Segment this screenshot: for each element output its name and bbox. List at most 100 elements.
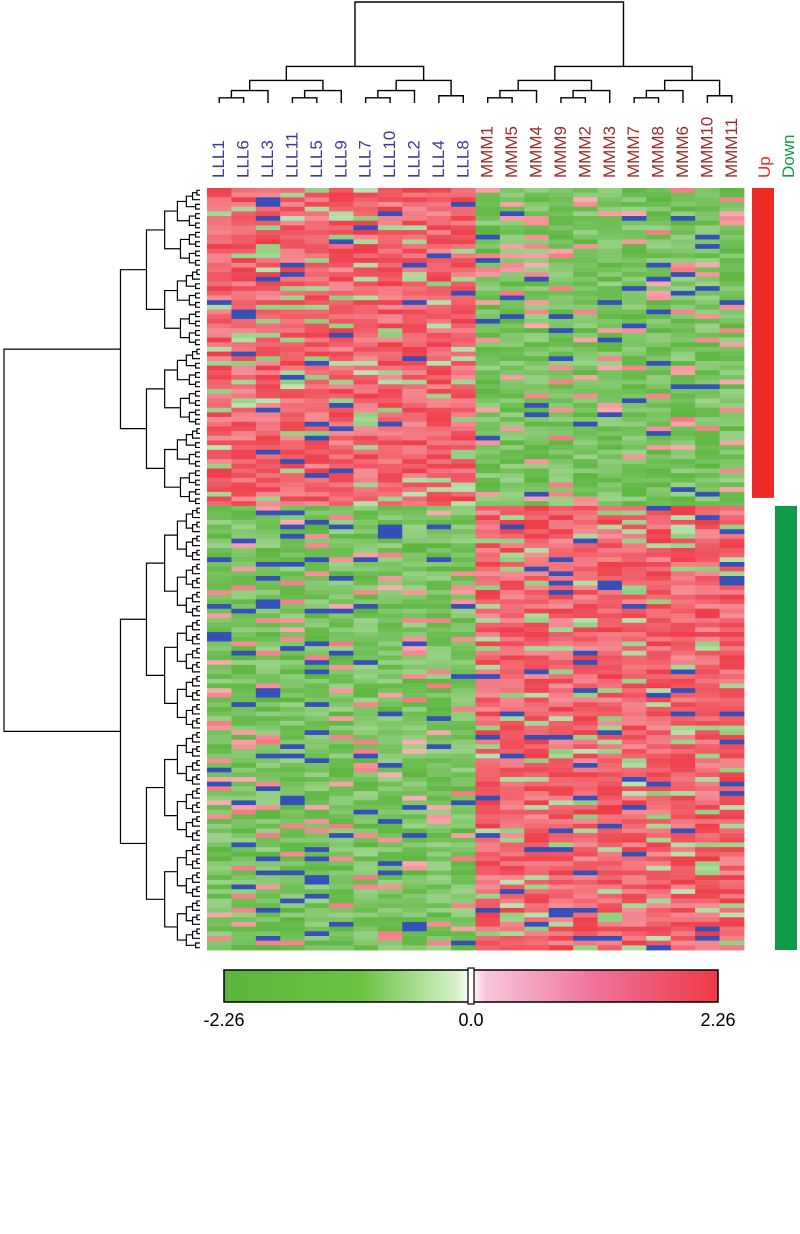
heatmap-cell [353, 365, 379, 371]
column-label: MMM11 [722, 118, 741, 178]
heatmap-cell [499, 379, 525, 385]
heatmap-cell [280, 604, 306, 610]
heatmap-cell [573, 935, 598, 942]
heatmap-cell [524, 328, 550, 334]
heatmap-cell [353, 767, 379, 773]
heatmap-cell [621, 459, 647, 465]
heatmap-cell [573, 627, 598, 633]
heatmap-cell [621, 281, 647, 287]
heatmap-cell [499, 393, 525, 399]
heatmap-cell [475, 225, 501, 231]
heatmap-cell [548, 786, 574, 792]
heatmap-cell [670, 655, 696, 661]
heatmap-cell [377, 309, 403, 315]
heatmap-cell [548, 449, 574, 455]
heatmap-cell [695, 706, 720, 712]
heatmap-cell [426, 477, 452, 483]
heatmap-cell [304, 412, 330, 418]
heatmap-cell [255, 772, 281, 778]
heatmap-cell [524, 917, 550, 923]
heatmap-cell [646, 393, 672, 399]
heatmap-cell [207, 323, 232, 329]
heatmap-cell [524, 767, 550, 773]
heatmap-cell [402, 580, 428, 586]
heatmap-cell [402, 725, 428, 731]
heatmap-cell [231, 636, 257, 642]
heatmap-cell [329, 356, 354, 362]
heatmap-cell [402, 342, 428, 348]
column-label: MMM10 [697, 117, 716, 178]
heatmap-cell [451, 903, 476, 909]
heatmap-cell [499, 856, 525, 862]
heatmap-cell [451, 781, 476, 787]
heatmap-cell [621, 557, 647, 563]
heatmap-cell [377, 730, 403, 736]
heatmap-cell [304, 356, 330, 362]
heatmap-cell [597, 374, 623, 381]
heatmap-cell [597, 931, 623, 937]
heatmap-cell [402, 893, 428, 899]
heatmap-cell [548, 454, 574, 460]
heatmap-cell [426, 898, 452, 904]
heatmap-cell [304, 884, 330, 890]
heatmap-cell [377, 566, 403, 572]
heatmap-cell [475, 337, 501, 343]
heatmap-cell [402, 917, 428, 923]
heatmap-cell [719, 912, 745, 918]
heatmap-cell [597, 225, 623, 231]
heatmap-cell [670, 314, 696, 320]
heatmap-cell [329, 323, 354, 329]
heatmap-cell [524, 225, 550, 231]
heatmap-cell [524, 258, 550, 264]
heatmap-cell [695, 239, 720, 245]
column-label: LLL6 [234, 140, 253, 178]
heatmap-cell [524, 833, 550, 839]
heatmap-cell [621, 594, 647, 600]
heatmap-cell [451, 660, 476, 666]
heatmap-cell [231, 314, 257, 320]
heatmap-cell [231, 482, 257, 488]
heatmap-cell [475, 580, 501, 586]
heatmap-cell [548, 524, 574, 530]
heatmap-cell [670, 660, 696, 666]
heatmap-cell [207, 510, 232, 516]
heatmap-cell [719, 641, 745, 647]
heatmap-cell [402, 435, 428, 441]
heatmap-cell [426, 220, 452, 226]
heatmap-cell [304, 286, 330, 292]
heatmap-cell [304, 463, 330, 469]
heatmap-cell [646, 384, 672, 390]
heatmap-cell [524, 300, 550, 306]
heatmap-cell [499, 646, 525, 652]
heatmap-cell [573, 393, 598, 399]
heatmap-cell [353, 519, 379, 525]
heatmap-cell [353, 706, 379, 712]
heatmap-cell [475, 281, 501, 287]
heatmap-cell [207, 515, 232, 521]
heatmap-cell [670, 365, 696, 371]
row-dendrogram-branch [176, 359, 190, 381]
heatmap-cell [719, 272, 745, 278]
heatmap-cell [255, 239, 281, 245]
heatmap-cell [402, 940, 428, 946]
heatmap-cell [475, 561, 501, 568]
heatmap-cell [475, 921, 501, 928]
heatmap-cell [231, 323, 257, 329]
heatmap-cell [475, 697, 501, 703]
heatmap-cell [255, 931, 281, 937]
heatmap-cell [695, 370, 720, 376]
heatmap-cell [646, 655, 672, 661]
heatmap-cell [207, 225, 232, 231]
heatmap-cell [451, 627, 476, 633]
heatmap-cell [255, 641, 281, 647]
heatmap-cell [207, 907, 232, 913]
heatmap-cell [304, 730, 330, 736]
heatmap-cell [573, 917, 598, 923]
heatmap-cell [231, 248, 257, 254]
heatmap-cell [573, 725, 598, 731]
heatmap-cell [695, 421, 720, 427]
heatmap-cell [451, 412, 476, 418]
heatmap-cell [402, 379, 428, 385]
heatmap-cell [573, 604, 598, 610]
heatmap-cell [402, 823, 428, 829]
